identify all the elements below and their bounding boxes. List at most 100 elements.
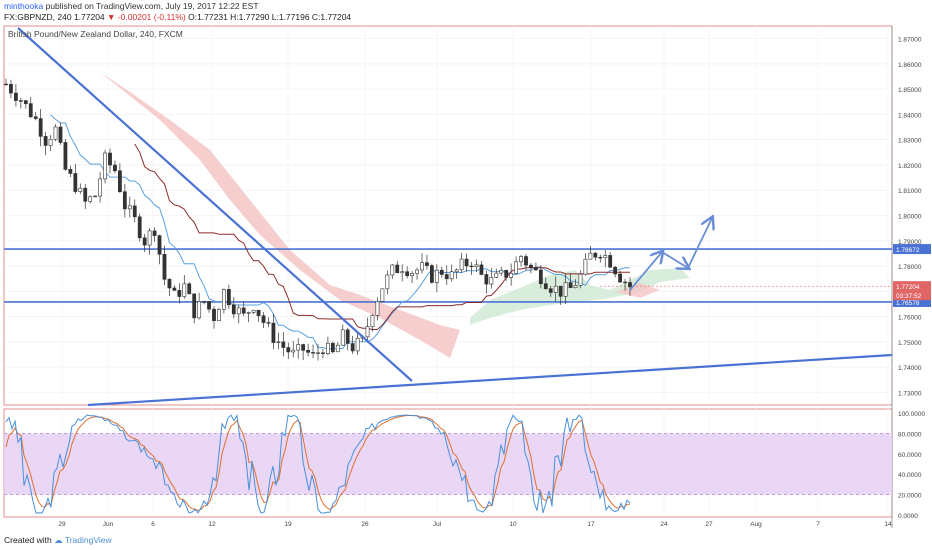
- publish-line: minthooka published on TradingView.com, …: [4, 1, 259, 11]
- current-price-tag: [893, 281, 931, 301]
- time-tick-label: 7: [816, 521, 820, 528]
- candle-body: [222, 289, 226, 310]
- candle-body: [330, 342, 335, 353]
- candle-body: [251, 309, 256, 313]
- candle-body: [558, 285, 563, 297]
- candle-body: [192, 293, 197, 319]
- candle-body: [504, 269, 509, 278]
- candle-body: [380, 288, 385, 302]
- candle-body: [499, 269, 504, 274]
- candle-body: [132, 205, 137, 218]
- candle-body: [306, 350, 310, 353]
- time-tick-label: 17: [587, 521, 595, 528]
- candle-body: [479, 264, 484, 275]
- candle-body: [43, 136, 48, 146]
- symbol-label: FX:GBPNZD, 240: [4, 12, 72, 22]
- bullish-cloud: [470, 268, 690, 325]
- candle-body: [484, 274, 489, 285]
- price-tick-label: 1.78000: [898, 264, 922, 271]
- time-tick-label: 26: [361, 521, 369, 528]
- time-tick-label: Aug: [750, 521, 762, 528]
- price-tick-label: 1.74000: [898, 365, 922, 372]
- candle-body: [538, 269, 543, 285]
- candle-body: [187, 283, 192, 295]
- candle-body: [53, 126, 58, 140]
- candle-body: [261, 315, 266, 323]
- time-tick-label: 24: [660, 521, 668, 528]
- candle-body: [157, 235, 162, 255]
- tradingview-cloud-icon: ☁: [54, 535, 63, 545]
- candle-body: [63, 142, 68, 170]
- price-tick-label: 1.82000: [898, 163, 922, 170]
- author-link[interactable]: minthooka: [4, 1, 44, 11]
- footer: Created with ☁ TradingView: [4, 535, 112, 546]
- candle-body: [167, 279, 172, 289]
- candle-body: [464, 258, 469, 267]
- candle-body: [524, 256, 528, 266]
- candle-body: [514, 261, 518, 274]
- candle-body: [108, 152, 112, 166]
- candle-body: [286, 347, 291, 353]
- candle-body: [449, 271, 454, 280]
- candle-body: [434, 269, 439, 283]
- time-tick-label: 14: [884, 521, 892, 528]
- candle-body: [534, 267, 538, 271]
- time-tick-label: 19: [284, 521, 292, 528]
- price-tick-label: 1.73000: [898, 390, 922, 397]
- stoch-band: [4, 433, 892, 495]
- candle-body: [271, 322, 276, 343]
- candle-body: [395, 264, 400, 274]
- candle-body: [281, 341, 286, 348]
- candle-body: [340, 329, 345, 346]
- candle-body: [301, 344, 306, 351]
- candle-body: [420, 262, 424, 271]
- level-price-label: 1.78672: [896, 247, 920, 254]
- candle-body: [623, 281, 627, 284]
- candle-body: [162, 253, 167, 280]
- candle-body: [217, 309, 221, 321]
- candle-body: [202, 301, 206, 303]
- candle-body: [9, 83, 13, 94]
- candle-body: [578, 273, 583, 286]
- candle-body: [103, 152, 107, 180]
- candle-body: [23, 100, 28, 104]
- time-tick-label: 12: [208, 521, 216, 528]
- stoch-tick-label: 0.0000: [898, 513, 918, 520]
- candle-body: [256, 309, 261, 317]
- candle-body: [529, 264, 533, 268]
- ascending-trendline: [87, 353, 893, 407]
- candle-body: [266, 322, 271, 324]
- level-price-label: 1.76578: [896, 300, 920, 307]
- candle-body: [212, 308, 216, 321]
- candle-body: [425, 262, 429, 266]
- candle-body: [98, 178, 102, 197]
- candle-body: [618, 273, 622, 283]
- chart-title: British Pound/New Zealand Dollar, 240, F…: [8, 29, 183, 39]
- candle-body: [296, 344, 301, 351]
- candle-body: [365, 326, 370, 338]
- candle-body: [137, 216, 142, 239]
- descending-trendline: [17, 27, 413, 382]
- candle-body: [291, 349, 296, 353]
- projection-arrow-2: [661, 251, 688, 268]
- candle-body: [28, 103, 33, 118]
- candle-body: [553, 285, 558, 293]
- candle-body: [78, 187, 83, 192]
- price-change: -0.00201 (-0.11%): [117, 12, 186, 22]
- tradingview-brand[interactable]: TradingView: [64, 535, 112, 545]
- candle-body: [345, 329, 350, 344]
- candle-body: [73, 173, 78, 192]
- candle-body: [459, 258, 464, 271]
- stoch-tick-label: 20.0000: [898, 493, 922, 500]
- price-tick-label: 1.85000: [898, 87, 922, 94]
- time-tick-label: 10: [509, 521, 517, 528]
- candle-body: [326, 342, 330, 354]
- candle-body: [276, 341, 281, 343]
- candle-body: [182, 283, 187, 297]
- candle-body: [469, 265, 474, 268]
- candle-body: [93, 195, 98, 198]
- price-tick-label: 1.87000: [898, 37, 922, 44]
- candle-body: [405, 271, 410, 277]
- candle-body: [321, 352, 325, 354]
